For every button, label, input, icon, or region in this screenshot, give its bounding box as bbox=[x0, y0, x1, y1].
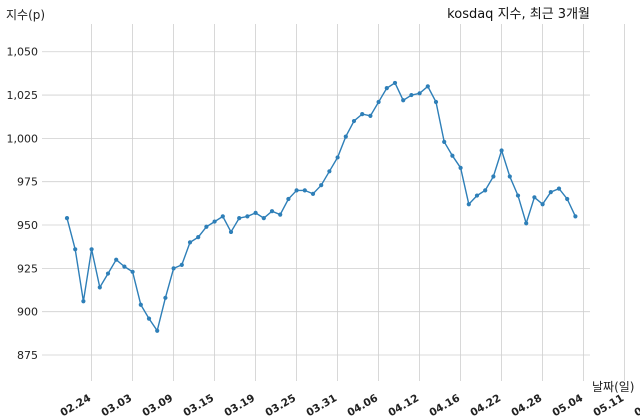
data-point bbox=[474, 193, 480, 198]
data-point bbox=[351, 118, 357, 124]
data-point bbox=[122, 264, 127, 269]
data-point bbox=[483, 188, 488, 193]
y-tick-label: 950 bbox=[17, 219, 38, 232]
y-tick-label: 1,000 bbox=[7, 132, 39, 145]
x-axis-title: 날짜(일) bbox=[592, 380, 634, 394]
data-point bbox=[417, 91, 422, 96]
data-point bbox=[228, 229, 234, 235]
data-point bbox=[360, 112, 365, 117]
data-point bbox=[196, 235, 201, 240]
data-point bbox=[376, 99, 381, 105]
data-point bbox=[532, 195, 537, 200]
data-point bbox=[179, 262, 184, 267]
data-point bbox=[556, 186, 562, 191]
data-point bbox=[540, 202, 545, 207]
x-tick-label: 04.16 bbox=[427, 392, 462, 418]
series-line bbox=[66, 81, 577, 333]
data-point bbox=[491, 174, 496, 179]
x-tick-label: 04.12 bbox=[386, 392, 421, 418]
data-point bbox=[368, 113, 373, 118]
data-point bbox=[515, 193, 521, 198]
data-point bbox=[409, 92, 414, 98]
data-point bbox=[384, 86, 389, 91]
data-point bbox=[433, 99, 439, 105]
x-tick-label: 04.22 bbox=[468, 392, 503, 418]
data-point bbox=[319, 183, 324, 188]
data-point bbox=[425, 84, 430, 89]
data-point bbox=[130, 269, 135, 274]
data-point bbox=[466, 202, 471, 207]
data-point bbox=[458, 165, 463, 170]
x-tick-label: 03.09 bbox=[140, 392, 175, 418]
data-point bbox=[138, 302, 143, 307]
data-point bbox=[81, 299, 86, 304]
data-point bbox=[401, 98, 406, 103]
data-point bbox=[89, 247, 94, 252]
data-point bbox=[220, 214, 225, 219]
y-tick-label: 900 bbox=[17, 306, 38, 319]
data-point bbox=[524, 221, 529, 226]
data-point bbox=[286, 196, 291, 202]
data-point bbox=[335, 155, 340, 160]
x-tick-label: 02.24 bbox=[58, 392, 93, 418]
data-points bbox=[64, 80, 578, 333]
x-tick-label: 03.03 bbox=[99, 392, 134, 418]
y-axis-ticks: 875 900 925 950 975 1,000 1,025 1,050 bbox=[7, 46, 39, 362]
data-point bbox=[187, 240, 193, 245]
y-tick-label: 1,050 bbox=[7, 46, 39, 59]
x-tick-label: 03.15 bbox=[181, 392, 216, 418]
data-point bbox=[565, 196, 570, 202]
y-tick-label: 975 bbox=[17, 176, 38, 189]
data-point bbox=[310, 191, 316, 196]
data-point bbox=[499, 148, 504, 153]
data-point bbox=[97, 285, 102, 290]
x-tick-label: 05.17 bbox=[632, 392, 640, 418]
data-point bbox=[146, 316, 152, 321]
data-point bbox=[343, 134, 348, 139]
data-point bbox=[171, 266, 176, 271]
y-tick-label: 1,025 bbox=[7, 89, 39, 102]
x-tick-label: 03.19 bbox=[222, 392, 257, 418]
data-point bbox=[573, 214, 578, 219]
data-point bbox=[114, 257, 119, 262]
data-point bbox=[261, 215, 266, 221]
y-tick-label: 875 bbox=[17, 349, 38, 362]
y-axis-title: 지수(p) bbox=[6, 8, 45, 22]
x-tick-label: 03.31 bbox=[304, 392, 339, 418]
x-tick-label: 05.11 bbox=[591, 392, 626, 418]
data-point bbox=[327, 169, 332, 174]
data-point bbox=[450, 153, 455, 158]
data-point bbox=[253, 210, 258, 215]
data-point bbox=[442, 139, 447, 144]
grid bbox=[42, 24, 625, 381]
data-point bbox=[245, 214, 250, 219]
data-point bbox=[212, 219, 217, 224]
data-point bbox=[302, 188, 307, 193]
data-point bbox=[105, 271, 111, 276]
data-point bbox=[204, 224, 209, 229]
x-axis-ticks: 02.24 03.03 03.09 03.15 03.19 03.25 03.31 04.06… bbox=[58, 392, 640, 418]
x-tick-label: 04.06 bbox=[345, 392, 380, 418]
data-point bbox=[64, 215, 70, 221]
x-tick-label: 03.25 bbox=[263, 392, 298, 418]
data-point bbox=[269, 209, 275, 214]
data-point bbox=[155, 328, 160, 333]
chart-title: kosdaq 지수, 최근 3개월 bbox=[447, 7, 590, 22]
x-tick-label: 04.28 bbox=[509, 392, 544, 418]
data-point bbox=[548, 190, 553, 195]
data-point bbox=[392, 80, 398, 86]
y-tick-label: 925 bbox=[17, 262, 38, 275]
data-point bbox=[163, 295, 168, 300]
data-point bbox=[294, 188, 299, 193]
data-point bbox=[278, 212, 283, 217]
data-point bbox=[507, 174, 512, 179]
x-tick-label: 05.04 bbox=[550, 392, 585, 418]
data-point bbox=[237, 215, 242, 221]
data-point bbox=[73, 247, 78, 252]
